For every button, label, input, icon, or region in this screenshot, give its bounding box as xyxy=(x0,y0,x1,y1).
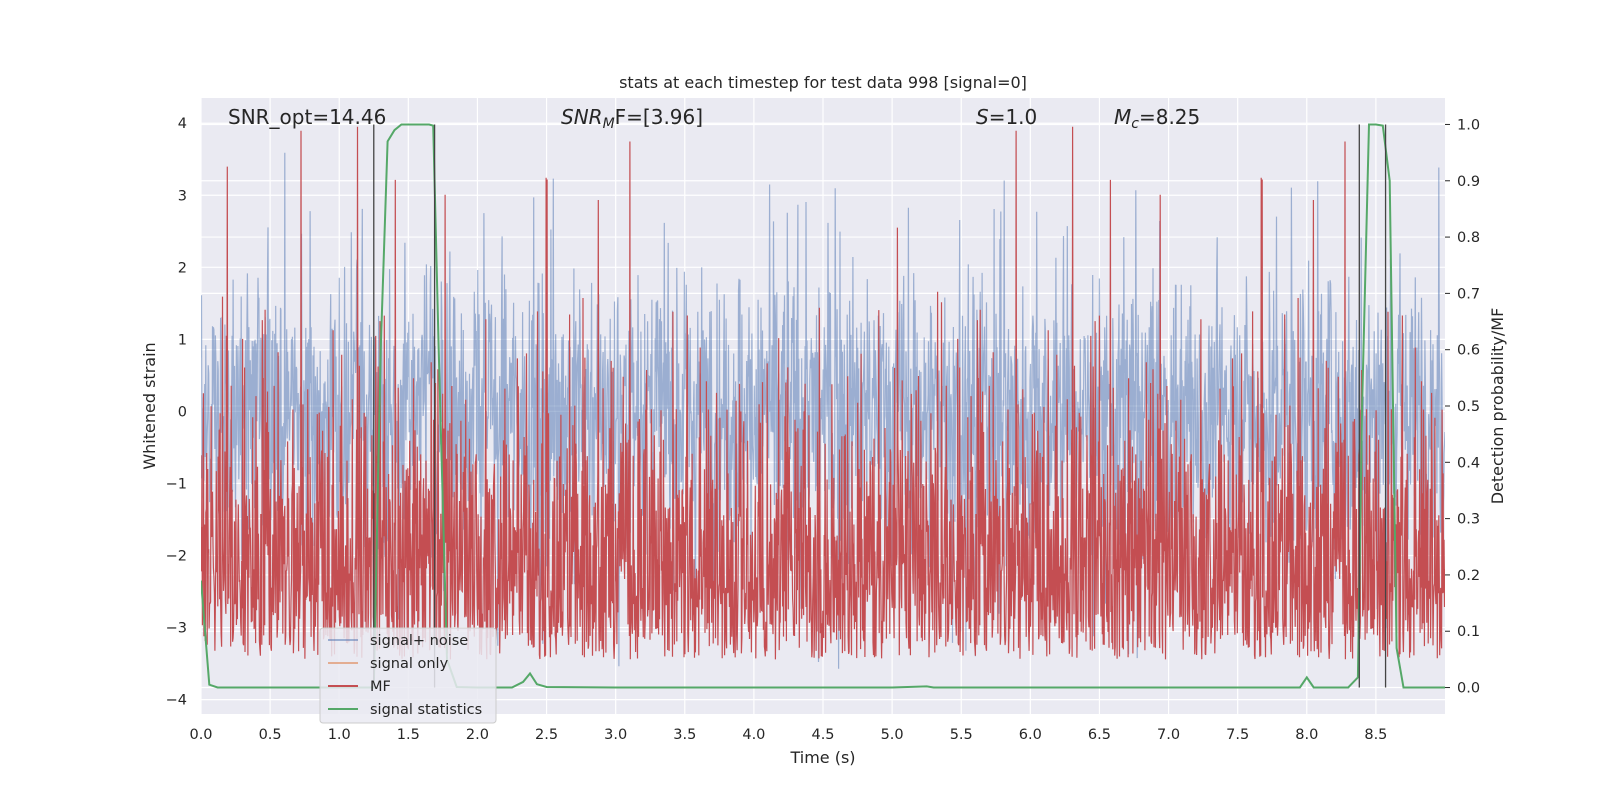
snr-mf-rest: F=[3.96] xyxy=(615,105,703,129)
series-layer xyxy=(201,123,1445,689)
y2-tick-label: 0.3 xyxy=(1457,512,1480,528)
annotation-snr-opt: SNR_opt=14.46 xyxy=(228,105,386,129)
y-tick-label: 1 xyxy=(178,332,187,348)
y2-tick-label: 0.2 xyxy=(1457,568,1480,584)
annotation-mc: Mc=8.25 xyxy=(1114,105,1200,132)
s-value: =1.0 xyxy=(989,105,1038,129)
x-tick-label: 0.5 xyxy=(259,727,282,743)
x-tick-label: 5.0 xyxy=(881,727,904,743)
y2-tick-label: 0.4 xyxy=(1457,455,1480,471)
y2-tick-label: 0.5 xyxy=(1457,399,1480,415)
mc-name: M xyxy=(1114,105,1131,129)
snr-mf-sub: M xyxy=(603,116,615,132)
x-tick-label: 2.0 xyxy=(466,727,489,743)
series-signal-noise xyxy=(201,152,1445,669)
x-tick-label: 8.0 xyxy=(1295,727,1318,743)
y2-tick-label: 1.0 xyxy=(1457,117,1480,133)
y2-tick-label: 0.0 xyxy=(1457,681,1480,697)
y-tick-label: −4 xyxy=(166,693,187,709)
annotation-s: S=1.0 xyxy=(976,105,1037,129)
series-mf xyxy=(201,126,1445,660)
legend: signal+ noise signal only MF signal stat… xyxy=(319,627,497,724)
x-tick-label: 7.5 xyxy=(1226,727,1249,743)
ticks: 0.0 0.5 1.0 1.5 2.0 2.5 3.0 3.5 4.0 4.5 5.0 5.5 6.0 6… xyxy=(166,116,1480,743)
x-tick-label: 7.0 xyxy=(1157,727,1180,743)
y2-tick-label: 0.8 xyxy=(1457,230,1480,246)
chart-title: stats at each timestep for test data 998… xyxy=(619,73,1027,92)
y2-tick-label: 0.9 xyxy=(1457,174,1480,190)
x-tick-label: 1.5 xyxy=(397,727,420,743)
snr-mf-name: SNR xyxy=(561,105,603,129)
y-tick-label: 3 xyxy=(178,188,187,204)
legend-label-signal-only: signal only xyxy=(370,656,449,672)
series-signal-statistics xyxy=(201,123,1445,689)
x-tick-label: 6.0 xyxy=(1019,727,1042,743)
y-tick-label: 2 xyxy=(178,260,187,276)
annotation-snr-mf: SNRMF=[3.96] xyxy=(561,105,703,132)
y2-tick-label: 0.1 xyxy=(1457,624,1480,640)
x-tick-label: 3.0 xyxy=(604,727,627,743)
x-tick-label: 5.5 xyxy=(950,727,973,743)
legend-label-signal-statistics: signal statistics xyxy=(370,702,482,718)
s-name: S xyxy=(976,105,989,129)
y-tick-label: −2 xyxy=(166,548,187,564)
mc-value: =8.25 xyxy=(1139,105,1200,129)
x-tick-label: 3.5 xyxy=(673,727,696,743)
y-tick-label: −1 xyxy=(166,476,187,492)
x-tick-label: 8.5 xyxy=(1364,727,1387,743)
y-tick-label: −3 xyxy=(166,621,187,637)
x-axis-label: Time (s) xyxy=(789,748,855,767)
y-tick-label: 4 xyxy=(178,116,187,132)
x-tick-label: 4.0 xyxy=(742,727,765,743)
x-tick-label: 2.5 xyxy=(535,727,558,743)
mc-sub: c xyxy=(1131,116,1139,132)
x-tick-label: 0.0 xyxy=(189,727,212,743)
y-axis-label: Whitened strain xyxy=(140,342,159,469)
y-tick-label: 0 xyxy=(178,404,187,420)
vertical-markers xyxy=(373,124,1387,688)
legend-label-mf: MF xyxy=(370,679,391,695)
y2-axis-label: Detection probability/MF xyxy=(1488,308,1507,505)
y2-tick-label: 0.6 xyxy=(1457,343,1480,359)
x-tick-label: 1.0 xyxy=(328,727,351,743)
x-tick-label: 6.5 xyxy=(1088,727,1111,743)
y2-tick-label: 0.7 xyxy=(1457,286,1480,302)
legend-box xyxy=(319,627,497,724)
legend-label-signal-noise: signal+ noise xyxy=(370,633,468,649)
x-tick-label: 4.5 xyxy=(811,727,834,743)
